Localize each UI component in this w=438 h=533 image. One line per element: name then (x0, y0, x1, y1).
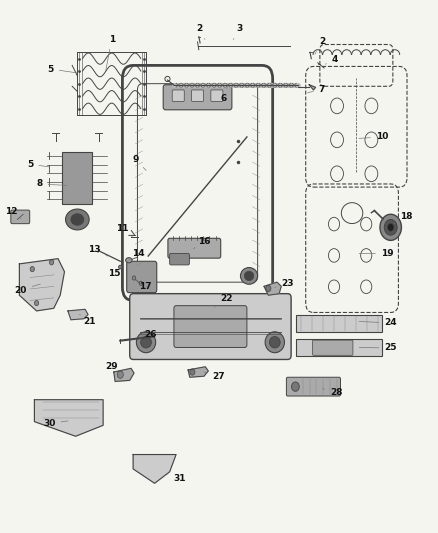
Ellipse shape (244, 271, 254, 280)
Text: 24: 24 (359, 318, 397, 327)
Ellipse shape (126, 257, 132, 263)
Text: 25: 25 (359, 343, 397, 352)
Text: 7: 7 (307, 85, 325, 94)
Text: 11: 11 (116, 224, 132, 237)
Ellipse shape (136, 332, 155, 353)
FancyBboxPatch shape (211, 90, 223, 101)
FancyBboxPatch shape (11, 210, 30, 224)
Polygon shape (188, 367, 208, 377)
FancyBboxPatch shape (174, 306, 247, 348)
FancyBboxPatch shape (163, 85, 232, 110)
Text: 22: 22 (215, 294, 233, 307)
Bar (296, 339, 382, 357)
Ellipse shape (380, 214, 401, 240)
Ellipse shape (49, 260, 54, 265)
Text: 27: 27 (204, 372, 224, 381)
Text: 13: 13 (88, 245, 107, 256)
Text: 28: 28 (322, 389, 343, 398)
Ellipse shape (138, 268, 155, 284)
Text: 5: 5 (48, 64, 77, 74)
FancyBboxPatch shape (313, 340, 353, 356)
Text: 30: 30 (43, 419, 68, 427)
Ellipse shape (35, 301, 39, 306)
Text: 17: 17 (135, 280, 152, 291)
Ellipse shape (265, 332, 284, 353)
Text: 9: 9 (132, 155, 146, 171)
Text: 2: 2 (315, 37, 325, 54)
Ellipse shape (132, 276, 136, 280)
Ellipse shape (292, 382, 299, 391)
FancyBboxPatch shape (62, 151, 92, 204)
Text: 19: 19 (359, 249, 394, 258)
Ellipse shape (71, 214, 84, 225)
FancyBboxPatch shape (130, 294, 291, 359)
Ellipse shape (119, 265, 122, 269)
Polygon shape (264, 282, 281, 295)
Text: 15: 15 (108, 269, 120, 278)
Ellipse shape (240, 268, 258, 284)
Text: 2: 2 (197, 25, 205, 39)
Polygon shape (114, 368, 134, 382)
Ellipse shape (117, 371, 123, 378)
Text: 14: 14 (129, 249, 145, 259)
Text: 29: 29 (106, 362, 120, 375)
Ellipse shape (266, 285, 271, 292)
FancyBboxPatch shape (191, 90, 204, 101)
Ellipse shape (66, 209, 89, 230)
Ellipse shape (139, 281, 143, 285)
Text: 23: 23 (275, 279, 294, 288)
Polygon shape (68, 309, 88, 320)
FancyBboxPatch shape (127, 261, 157, 293)
Ellipse shape (141, 336, 152, 348)
Text: 20: 20 (14, 284, 40, 295)
Ellipse shape (384, 220, 397, 235)
FancyBboxPatch shape (168, 238, 221, 258)
Polygon shape (133, 455, 176, 483)
Text: 4: 4 (325, 55, 338, 64)
Polygon shape (19, 259, 64, 311)
Text: 1: 1 (106, 35, 115, 70)
Text: 3: 3 (233, 25, 243, 39)
Ellipse shape (388, 223, 394, 231)
FancyBboxPatch shape (286, 377, 340, 396)
Ellipse shape (190, 369, 195, 375)
Text: 10: 10 (359, 133, 389, 141)
Text: 21: 21 (79, 314, 95, 326)
Polygon shape (35, 400, 103, 436)
Text: 26: 26 (140, 330, 156, 340)
Text: 12: 12 (4, 207, 21, 219)
Ellipse shape (30, 266, 35, 272)
Text: 5: 5 (27, 159, 49, 168)
Text: 8: 8 (36, 180, 67, 189)
FancyBboxPatch shape (170, 254, 189, 265)
Ellipse shape (269, 336, 280, 348)
Polygon shape (309, 85, 315, 90)
Text: 16: 16 (193, 237, 210, 249)
Ellipse shape (141, 271, 151, 280)
Text: 18: 18 (394, 212, 413, 224)
FancyBboxPatch shape (172, 90, 184, 101)
Text: 31: 31 (167, 473, 186, 482)
Bar (296, 314, 382, 332)
Text: 6: 6 (220, 86, 228, 103)
